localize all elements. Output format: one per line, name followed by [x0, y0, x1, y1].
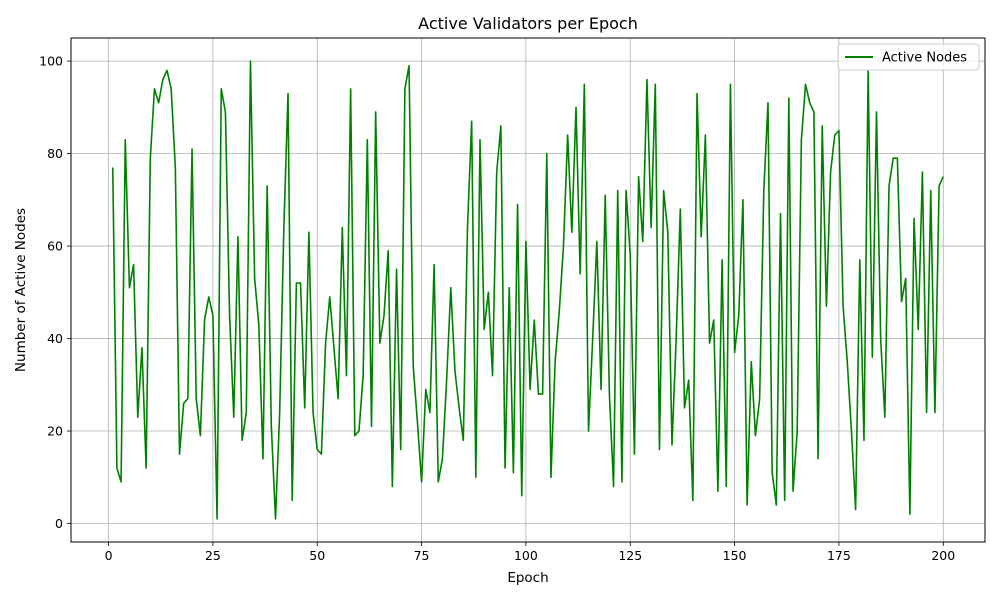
x-tick-label: 0	[105, 548, 113, 563]
x-tick-label: 175	[827, 548, 851, 563]
legend-box	[837, 43, 980, 71]
legend-label-active-nodes: Active Nodes	[882, 51, 967, 66]
x-tick-label: 75	[414, 548, 430, 563]
series-line-active-nodes	[111, 60, 944, 520]
x-tick-label: 25	[205, 548, 221, 563]
y-axis-label: Number of Active Nodes	[13, 208, 29, 372]
x-tick-label: 150	[723, 548, 747, 563]
x-tick-label: 50	[309, 548, 325, 563]
y-tick-label: 20	[47, 424, 63, 439]
chart-title: Active Validators per Epoch	[418, 14, 638, 33]
y-tick-label: 80	[47, 146, 63, 161]
x-axis-label: Epoch	[507, 570, 548, 586]
series-lines	[111, 60, 944, 520]
y-tick-label: 60	[47, 239, 63, 254]
legend: Active Nodes	[837, 43, 980, 71]
y-tick-label: 40	[47, 331, 63, 346]
x-tick-label: 100	[514, 548, 538, 563]
plot-frame	[70, 37, 986, 543]
y-tick-label: 100	[39, 54, 63, 69]
axis-ticks: 0 25 50 75 100 125 150 175 200 0 20 40 60 80 100	[39, 54, 955, 563]
y-tick-label: 0	[55, 516, 63, 531]
x-tick-label: 125	[618, 548, 642, 563]
x-tick-label: 200	[931, 548, 955, 563]
